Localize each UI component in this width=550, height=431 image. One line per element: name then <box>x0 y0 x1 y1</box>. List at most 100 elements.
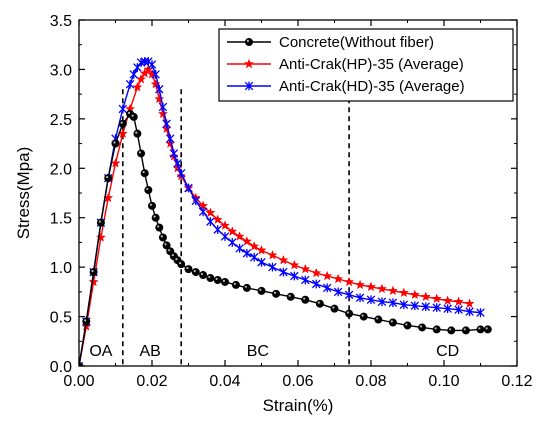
data-point-highlight <box>153 215 156 218</box>
data-point-highlight <box>171 254 174 257</box>
data-point <box>96 218 105 227</box>
data-point <box>345 309 354 318</box>
data-point <box>388 298 398 308</box>
data-point <box>442 295 453 306</box>
data-point <box>129 112 138 121</box>
data-point <box>268 262 277 272</box>
data-point <box>290 271 299 281</box>
region-label: OA <box>89 343 112 360</box>
legend: Concrete(Without fiber) Anti-Crak(HP)-35 … <box>218 28 514 102</box>
y-axis: 0.0 0.5 1.0 1.5 2.0 2.5 3.0 3.5 <box>50 13 517 376</box>
data-point <box>104 174 113 183</box>
data-point-highlight <box>463 328 466 331</box>
y-axis-title: Stress(Mpa) <box>14 147 33 240</box>
x-tick-label: 0.10 <box>428 373 459 390</box>
data-point <box>344 290 354 300</box>
data-point <box>177 260 186 269</box>
data-point <box>387 285 398 296</box>
y-tick-label: 3.5 <box>50 13 72 30</box>
data-point-highlight <box>106 175 109 179</box>
data-point <box>366 295 376 305</box>
series-hd <box>79 57 485 366</box>
x-axis: 0.00 0.02 0.04 0.06 0.08 0.10 0.12 <box>63 20 533 390</box>
data-point <box>418 323 427 332</box>
x-tick-label: 0.00 <box>63 373 94 390</box>
data-point <box>465 307 474 316</box>
data-point-highlight <box>98 220 101 223</box>
data-point-highlight <box>84 319 87 322</box>
data-point-highlight <box>164 243 167 246</box>
data-point <box>420 291 431 302</box>
data-point <box>133 129 142 138</box>
data-point <box>267 249 278 260</box>
data-point-highlight <box>317 301 320 304</box>
data-point <box>184 183 193 193</box>
data-point <box>454 305 463 315</box>
legend-entry: Anti-Crak(HD)-35 (Average) <box>227 78 465 95</box>
data-point <box>243 58 255 69</box>
data-point-highlight <box>142 171 145 174</box>
data-point <box>344 276 355 287</box>
data-point <box>191 268 200 277</box>
x-axis-title: Strain(%) <box>263 396 334 415</box>
data-point <box>176 168 186 178</box>
legend-label: Anti-Crak(HD)-35 (Average) <box>279 78 465 95</box>
data-point <box>289 259 300 270</box>
data-point-highlight <box>405 323 408 326</box>
data-point-highlight <box>246 39 249 43</box>
x-tick-label: 0.04 <box>209 373 240 390</box>
data-point <box>354 279 366 290</box>
data-point <box>133 63 142 72</box>
y-tick-label: 2.0 <box>50 161 72 178</box>
legend-label: Anti-Crak(HP)-35 (Average) <box>279 56 464 73</box>
data-point-highlight <box>361 314 364 317</box>
data-point-highlight <box>157 225 160 228</box>
legend-box <box>218 28 514 102</box>
data-point <box>118 119 127 128</box>
data-point <box>388 318 397 327</box>
y-tick-label: 1.0 <box>50 260 72 277</box>
data-point <box>476 325 485 334</box>
data-point <box>147 201 156 210</box>
data-point <box>476 308 485 317</box>
data-point <box>157 108 169 119</box>
data-point <box>333 273 344 284</box>
data-point-highlight <box>376 317 379 320</box>
data-point <box>447 326 456 335</box>
data-point <box>409 289 420 300</box>
data-point-highlight <box>127 111 131 114</box>
data-point <box>322 283 332 293</box>
data-point-highlight <box>113 141 116 144</box>
data-point <box>311 267 322 278</box>
data-point <box>322 270 333 281</box>
data-point <box>139 68 150 78</box>
data-point <box>333 287 343 297</box>
data-point <box>241 236 252 246</box>
data-point <box>377 297 387 307</box>
data-point <box>118 104 128 114</box>
data-point <box>464 298 475 309</box>
data-point-highlight <box>135 131 138 134</box>
data-point-highlight <box>273 291 277 294</box>
data-point <box>244 81 254 91</box>
series-concrete <box>79 109 492 366</box>
data-point-highlight <box>288 294 291 297</box>
data-point <box>184 265 193 274</box>
data-point <box>432 325 441 334</box>
data-point <box>359 312 368 321</box>
data-point-highlight <box>200 272 204 276</box>
y-tick-label: 3.0 <box>50 62 72 79</box>
data-point <box>206 217 215 227</box>
data-point <box>374 315 383 324</box>
data-point <box>227 226 238 236</box>
data-point <box>432 303 441 313</box>
data-point <box>249 241 260 251</box>
data-point <box>191 196 201 206</box>
data-point-highlight <box>91 269 94 273</box>
data-point-highlight <box>168 249 171 252</box>
data-point-highlight <box>222 279 225 282</box>
data-point-highlight <box>138 151 142 154</box>
data-point <box>365 281 377 292</box>
y-tick-label: 1.5 <box>50 211 72 228</box>
